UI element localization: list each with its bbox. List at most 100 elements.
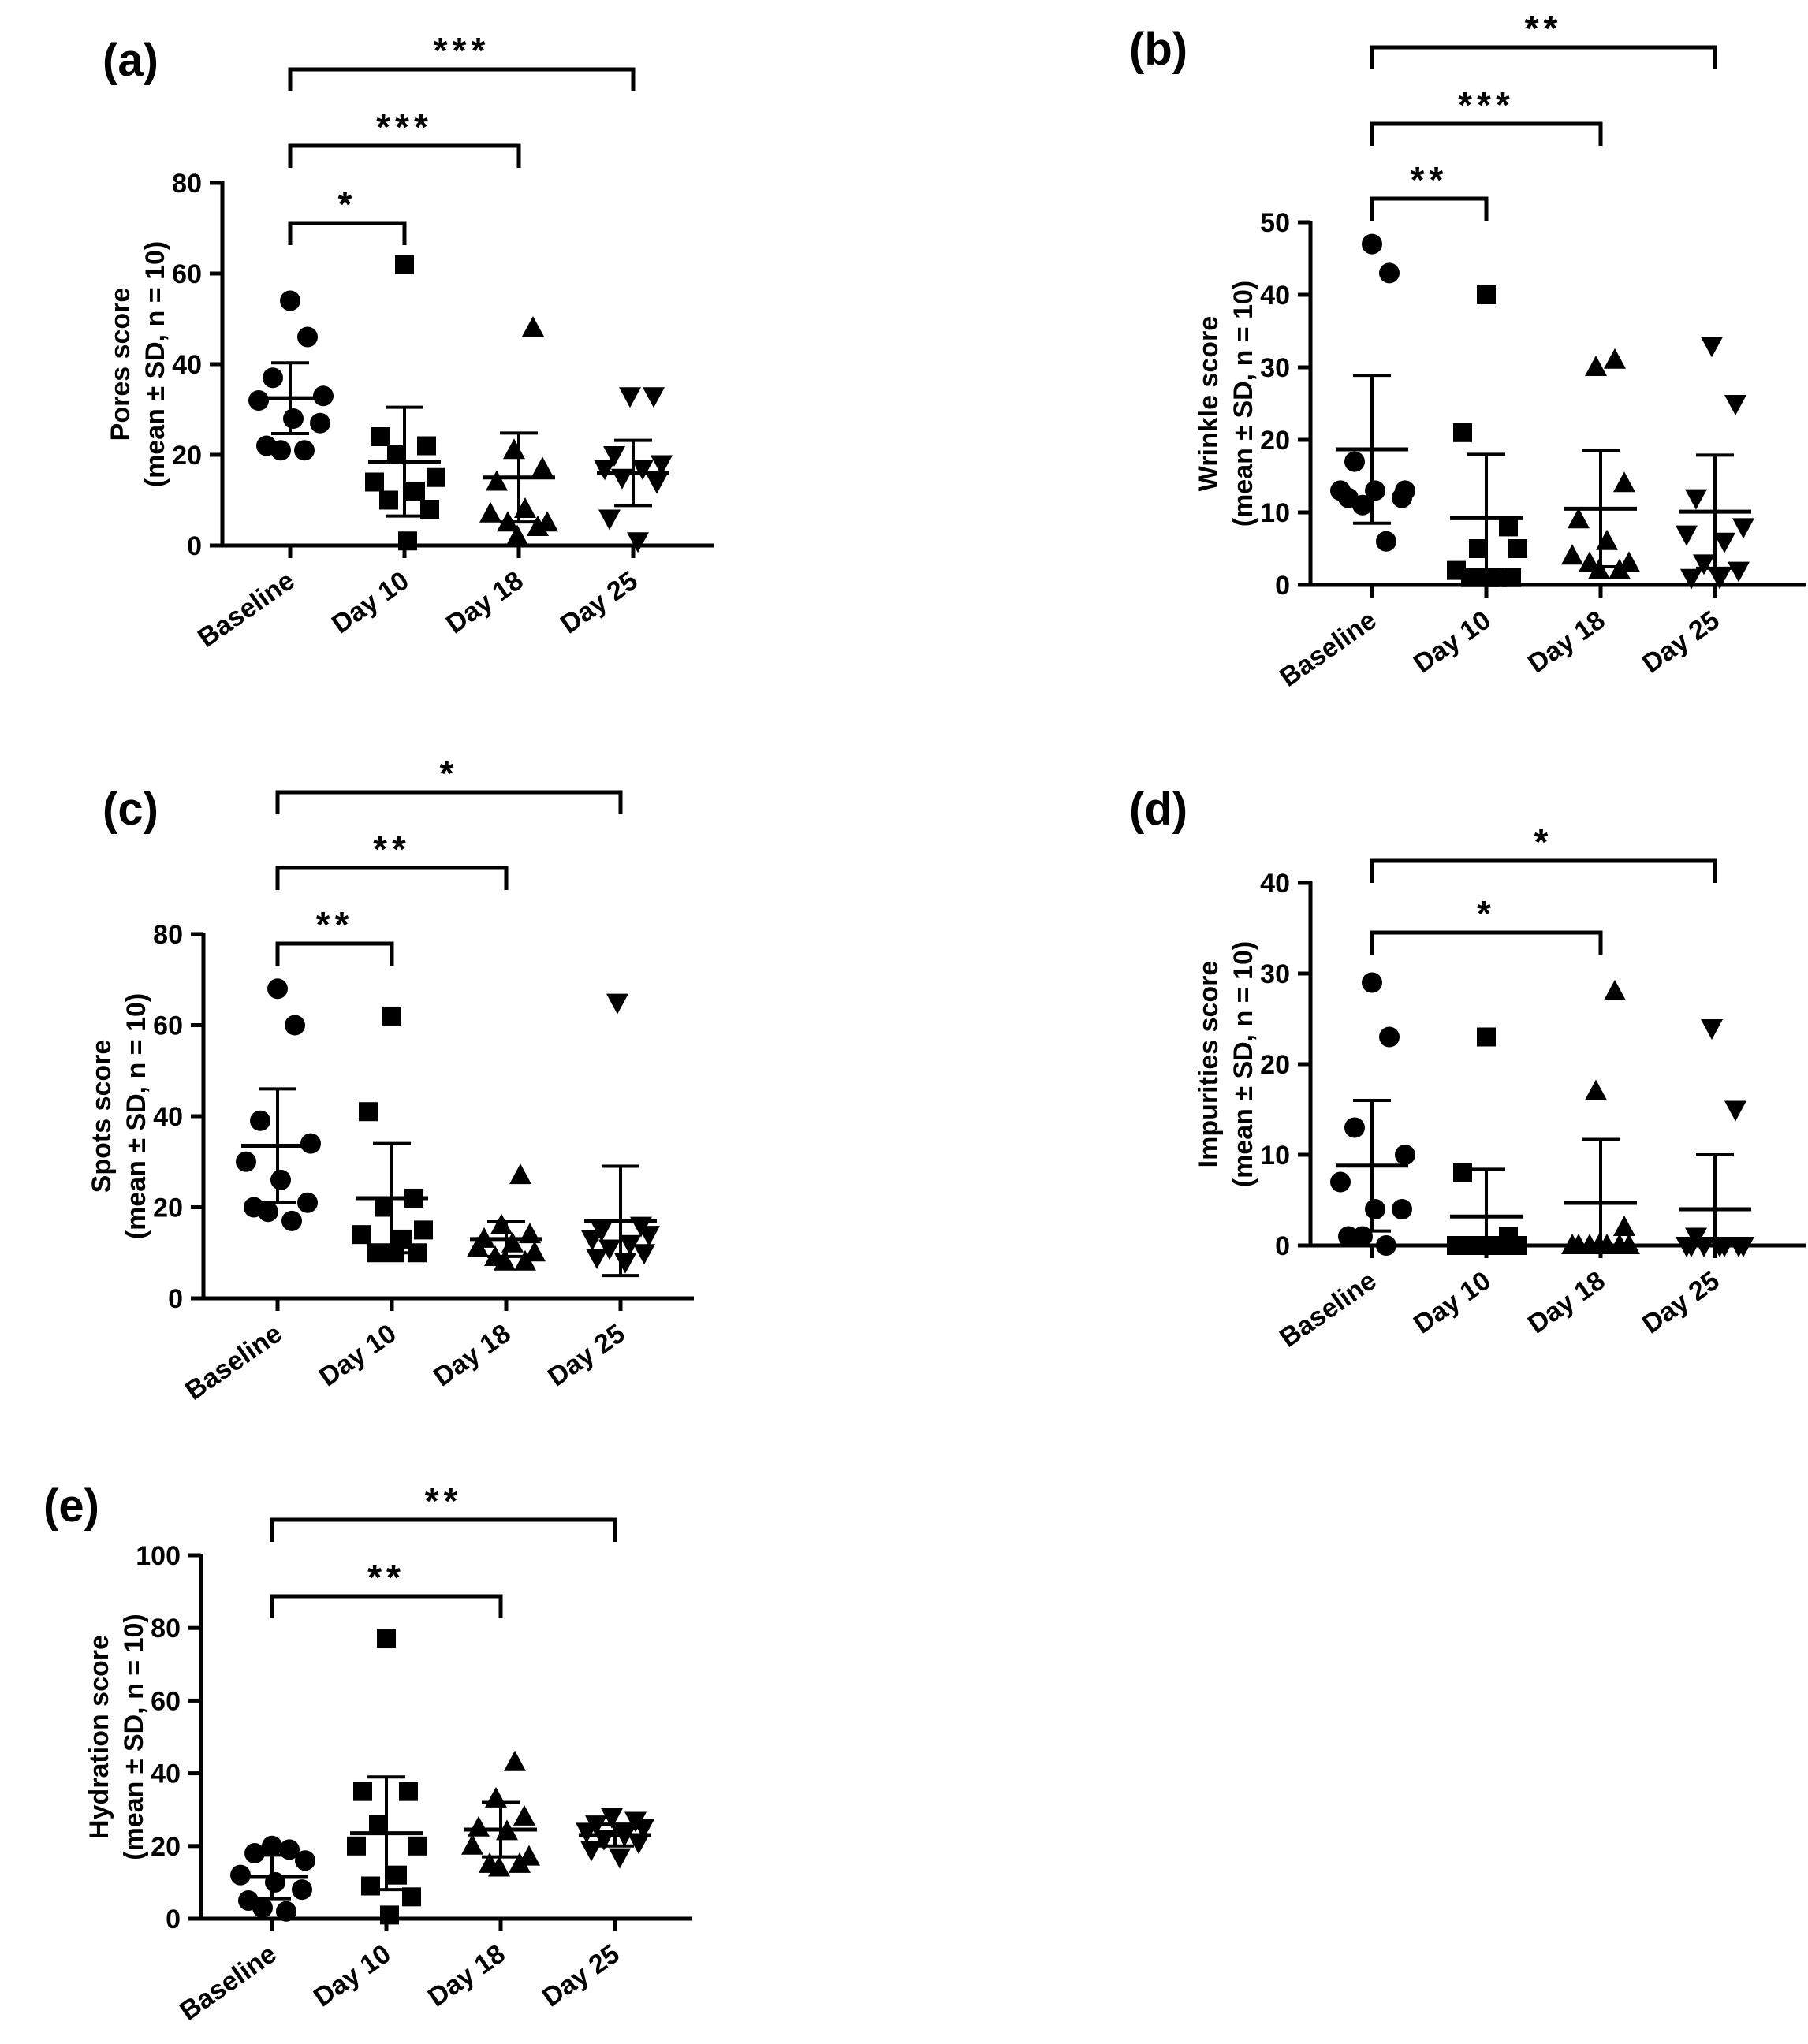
panel-b: (b) 0 10 20 30 40 50 Wrinkle score (mean ± SD, n… [1129,8,1806,693]
significance-bracket [288,221,407,245]
data-point [638,1226,660,1247]
y-axis-subtitle: (mean ± SD, n = 10) [140,241,170,487]
significance-label: ** [373,828,411,869]
x-tick-label: Day 10 [1408,605,1497,679]
data-point [479,501,501,523]
significance-bracket [275,941,394,966]
data-point [1728,1237,1750,1257]
data-point [503,438,525,460]
x-tick-label: Day 18 [428,1318,516,1392]
y-tick-label: 10 [1260,1141,1290,1171]
panel-label: (c) [103,784,158,835]
data-point [398,531,417,551]
data-point [353,1782,372,1801]
significance-label: ** [1411,159,1448,200]
data-point [1609,558,1631,579]
y-axis-subtitle: (mean ± SD, n = 10) [1228,281,1258,527]
data-point [601,1808,623,1829]
x-tick-label: Day 25 [542,1318,631,1392]
data-point [627,532,649,553]
data-point [1568,508,1590,529]
data-point [276,1901,296,1922]
data-point [283,408,304,429]
significance-label: ** [425,1480,463,1521]
x-tick-label: Baseline [1274,605,1381,692]
series-day-10 [352,1006,433,1263]
y-tick-label: 60 [151,1686,181,1716]
data-point [1680,1237,1702,1257]
series-baseline [230,1835,315,1922]
data-point [280,290,300,311]
data-point [379,490,398,510]
data-point [1379,262,1400,284]
data-point [236,1151,256,1172]
data-point [267,978,288,1000]
series-day-25 [576,1808,654,1869]
data-point [1330,1171,1351,1193]
panel-a: (a) 0 20 40 60 80 Pores score (mean ± SD, n = 1… [103,30,714,653]
data-point [406,482,425,501]
data-point [1613,1216,1635,1236]
series-baseline [248,290,334,461]
panel-d: (d) 0 10 20 30 40 Impurities score (mean ± SD, … [1129,784,1806,1353]
data-point [1585,1079,1607,1100]
data-point [347,1836,366,1856]
data-point [300,1133,321,1154]
y-tick-label: 0 [1275,571,1290,601]
data-point [609,1848,631,1869]
series-day-10 [1447,1027,1527,1255]
y-tick-label: 20 [1260,426,1290,456]
data-point [281,1210,302,1231]
x-tick-label: Day 25 [555,565,643,639]
data-point [1502,568,1521,587]
y-tick-label: 80 [151,1614,181,1644]
x-tick-label: Baseline [174,1938,281,2026]
data-point [1724,395,1746,415]
y-axis-title: Spots score [87,1040,117,1193]
data-point [490,1213,513,1234]
data-point [244,1843,265,1864]
significance-label: *** [434,30,490,71]
data-point [1732,518,1754,539]
data-point [1585,356,1607,376]
data-point [252,1897,273,1919]
x-tick-label: Day 10 [1408,1265,1497,1339]
panel-c: (c) 0 20 40 60 80 Spots score (mean ± SD, n = 1… [87,753,694,1406]
series-baseline [236,978,321,1231]
significance-label: ** [316,904,354,945]
x-tick-label: Day 18 [441,565,529,639]
x-tick-label: Baseline [192,565,300,653]
x-tick-label: Day 18 [1523,1265,1611,1339]
significance-bracket [1370,45,1717,69]
y-tick-label: 60 [172,259,202,289]
significance-label: ** [1525,8,1563,49]
x-tick-label: Day 25 [1637,1265,1725,1339]
data-point [1508,539,1527,558]
data-point [651,455,673,476]
x-tick-label: Day 18 [423,1938,511,2012]
data-point [297,326,318,348]
data-point [603,446,625,467]
y-tick-label: 40 [1260,869,1290,899]
data-point [1724,1100,1746,1122]
data-point [1453,423,1472,442]
data-point [1379,1026,1400,1048]
y-tick-label: 0 [168,1284,183,1314]
data-point [580,1841,602,1862]
y-axis-subtitle: (mean ± SD, n = 10) [119,1614,149,1860]
data-point [1701,1019,1723,1040]
data-point [468,1815,490,1837]
data-point [1685,489,1707,510]
data-point [1392,1199,1412,1219]
data-point [388,1865,407,1885]
data-point [1453,1163,1472,1182]
data-point [461,1834,483,1855]
series-day-10 [1447,285,1527,587]
data-point [1376,1235,1396,1256]
y-tick-label: 20 [1260,1050,1290,1080]
data-point [294,440,315,461]
data-point [1376,531,1396,552]
y-axis-title: Hydration score [84,1635,114,1839]
y-tick-label: 80 [172,169,202,199]
